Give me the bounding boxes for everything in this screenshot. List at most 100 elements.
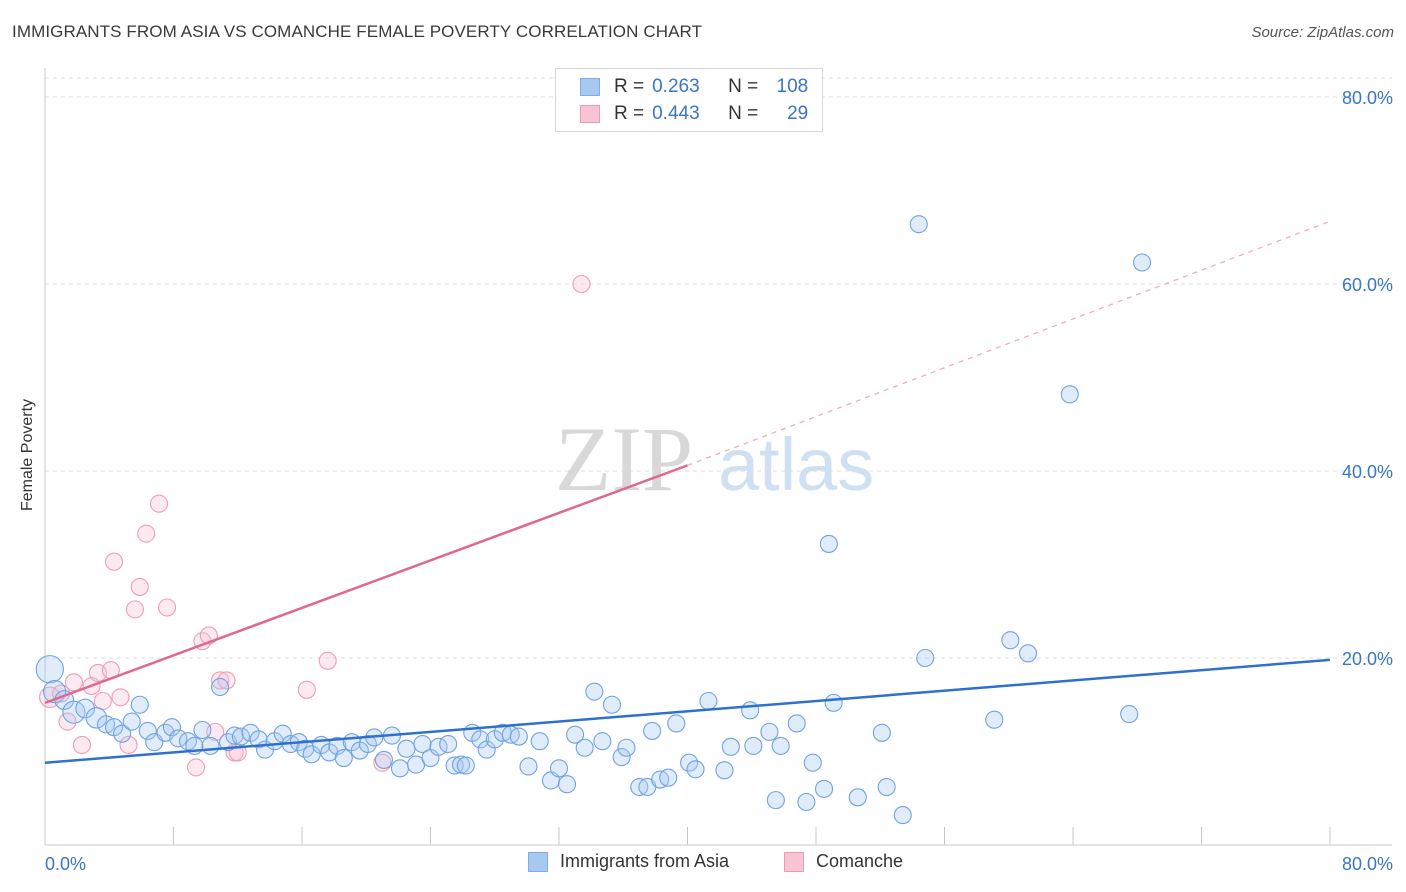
asia-point	[566, 725, 585, 744]
comanche-point	[149, 494, 169, 513]
comanche-point	[211, 671, 230, 690]
asia-point	[766, 791, 785, 810]
asia-point	[803, 753, 822, 772]
asia-point	[249, 730, 268, 749]
y-tick-label: 60.0%	[1342, 275, 1393, 295]
legend-n-label: N =	[728, 103, 759, 124]
asia-point	[130, 695, 149, 714]
asia-point	[302, 745, 321, 764]
legend-label-comanche: Comanche	[816, 851, 904, 871]
asia-point	[162, 718, 181, 737]
legend-row-comanche: R = 0.443 N = 29	[580, 103, 808, 125]
legend-item-comanche: Comanche	[784, 851, 903, 872]
comanche-trend-extension	[687, 220, 1331, 466]
comanche-point	[572, 274, 591, 294]
legend-swatch-asia	[580, 78, 600, 96]
asia-point	[797, 792, 816, 812]
asia-point	[916, 648, 935, 668]
asia-point	[771, 736, 790, 755]
comanche-point	[217, 671, 236, 690]
asia-point	[509, 727, 528, 746]
asia-point	[877, 777, 896, 797]
y-tick-label: 20.0%	[1342, 649, 1393, 669]
comanche-point	[130, 577, 149, 596]
asia-point	[374, 750, 393, 769]
asia-point	[659, 768, 678, 787]
legend-label-asia: Immigrants from Asia	[560, 851, 730, 871]
asia-point	[1120, 705, 1139, 724]
watermark-atlas: atlas	[718, 423, 874, 506]
legend-r-label: R =	[614, 103, 645, 124]
asia-point	[471, 730, 490, 749]
asia-point	[741, 701, 760, 720]
watermark: ZIP atlas	[555, 408, 874, 510]
asia-point	[178, 732, 198, 751]
asia-point	[680, 753, 699, 772]
asia-point	[1060, 385, 1079, 404]
source-credit: Source: ZipAtlas.com	[1251, 24, 1394, 41]
tick-labels: 20.0% 40.0% 60.0% 80.0% 0.0% 80.0%	[45, 88, 1393, 874]
comanche-point	[111, 688, 130, 707]
asia-point	[549, 759, 569, 778]
gridlines	[45, 77, 1392, 659]
asia-point	[231, 727, 251, 746]
asia-point	[819, 534, 838, 553]
trend-lines	[44, 220, 1331, 764]
comanche-trend-line	[44, 464, 688, 705]
y-tick-label: 40.0%	[1342, 462, 1393, 482]
asia-point	[848, 788, 867, 807]
legend-r-label: R =	[614, 76, 645, 97]
legend-swatch-asia	[528, 851, 548, 872]
asia-point	[593, 732, 612, 751]
legend-row-asia: R = 0.263 N = 108	[580, 76, 808, 98]
comanche-points	[39, 274, 591, 777]
comanche-point	[64, 673, 83, 692]
asia-point	[1133, 253, 1152, 272]
legend-n-label: N =	[728, 76, 759, 97]
legend-swatch-comanche	[580, 105, 600, 123]
legend-r-value: 0.443	[652, 103, 700, 124]
asia-point	[1001, 631, 1020, 650]
asia-point	[439, 734, 458, 754]
asia-point	[519, 757, 538, 776]
asia-point	[872, 723, 891, 742]
asia-point	[85, 707, 108, 729]
asia-point	[814, 779, 834, 798]
legend-swatch-comanche	[784, 851, 804, 872]
asia-point	[909, 215, 928, 234]
comanche-point	[318, 651, 337, 670]
asia-point	[1018, 644, 1038, 663]
asia-point	[62, 700, 86, 724]
comanche-point	[297, 680, 316, 699]
asia-point	[715, 761, 734, 780]
asia-point	[390, 759, 410, 778]
comanche-point	[72, 735, 91, 755]
asia-point	[643, 721, 662, 740]
comanche-point	[119, 735, 138, 755]
asia-point	[358, 734, 377, 754]
asia-trend-line	[44, 658, 1331, 764]
asia-point	[787, 714, 806, 733]
asia-point	[617, 738, 636, 757]
chart-title: IMMIGRANTS FROM ASIA VS COMANCHE FEMALE …	[12, 22, 703, 41]
asia-point	[530, 732, 549, 751]
asia-point	[721, 737, 740, 756]
comanche-point	[186, 758, 206, 777]
asia-point	[113, 724, 132, 743]
legend-n-value: 29	[787, 103, 809, 124]
asia-point	[193, 720, 212, 740]
asia-point	[75, 698, 96, 719]
asia-point	[334, 748, 353, 768]
asia-point	[602, 695, 622, 714]
asia-point	[585, 682, 604, 701]
comanche-point	[125, 600, 144, 619]
comanche-point	[158, 598, 177, 617]
asia-point	[557, 775, 577, 794]
legend-r-value: 0.263	[652, 76, 700, 97]
asia-point	[122, 712, 141, 731]
watermark-zip: ZIP	[555, 408, 693, 510]
asia-point	[575, 738, 594, 757]
correlation-legend: R = 0.263 N = 108 R = 0.443 N = 29	[555, 68, 823, 132]
asia-point	[686, 760, 705, 779]
